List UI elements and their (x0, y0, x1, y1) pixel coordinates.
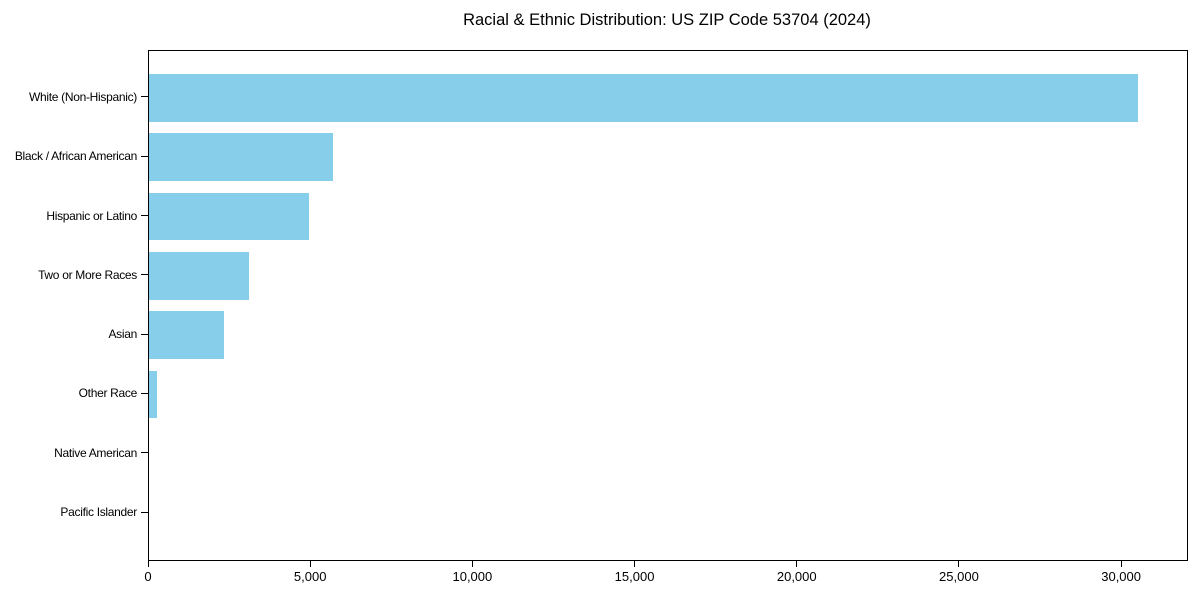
y-axis-category-label: Black / African American (14, 149, 137, 164)
x-axis-tick (1120, 560, 1122, 567)
x-axis-tick (147, 560, 149, 567)
y-axis-category-label: White (Non-Hispanic) (28, 89, 137, 104)
bar (149, 252, 249, 300)
x-axis-tick-label: 15,000 (614, 569, 655, 584)
y-axis-tick (141, 392, 148, 394)
y-axis-tick (141, 155, 148, 157)
bar (149, 311, 224, 359)
y-axis-tick (141, 511, 148, 513)
x-axis-tick-label: 0 (144, 569, 152, 584)
y-axis-category-label: Other Race (78, 386, 138, 401)
y-axis-category-label: Two or More Races (38, 267, 137, 282)
y-axis-category-label: Hispanic or Latino (46, 208, 137, 223)
y-axis-tick (141, 215, 148, 216)
y-axis-category-label: Native American (54, 445, 137, 460)
y-axis-tick (141, 96, 148, 98)
x-axis-tick-label: 5,000 (293, 569, 327, 584)
y-axis-tick (141, 452, 148, 454)
y-axis-tick (141, 333, 148, 335)
x-axis-tick-label: 20,000 (776, 569, 817, 584)
plot-area (148, 50, 1188, 561)
x-axis-tick (796, 560, 798, 567)
y-axis-category-label: Asian (108, 327, 137, 342)
bar (149, 74, 1139, 122)
x-axis-tick-label: 25,000 (939, 569, 979, 584)
x-axis-tick (958, 560, 960, 567)
y-axis-tick (141, 274, 148, 276)
bar (149, 192, 309, 241)
x-axis-tick (309, 560, 311, 567)
x-axis-tick-label: 10,000 (452, 569, 493, 584)
x-axis-tick (471, 560, 473, 567)
x-axis-tick (634, 560, 636, 567)
bar (149, 370, 158, 419)
bar (149, 133, 333, 181)
x-axis-tick-label: 30,000 (1101, 569, 1141, 584)
chart-title: Racial & Ethnic Distribution: US ZIP Cod… (463, 11, 871, 29)
y-axis-category-label: Pacific Islander (60, 505, 137, 520)
